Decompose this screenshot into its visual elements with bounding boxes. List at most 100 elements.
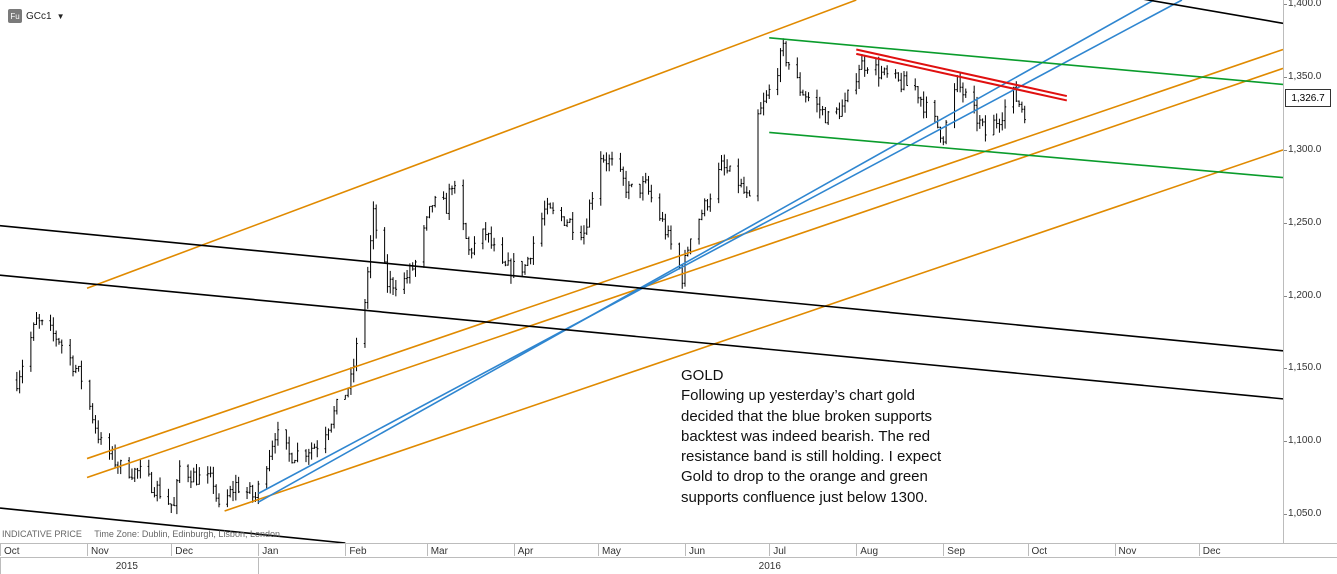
candle: [80, 360, 83, 390]
candle: [824, 106, 827, 124]
candle: [560, 207, 563, 222]
candle: [936, 115, 939, 129]
candle: [313, 443, 316, 449]
candle: [99, 432, 103, 445]
candle: [251, 484, 254, 503]
candle: [405, 269, 409, 284]
candle: [150, 471, 153, 494]
candle: [860, 54, 864, 70]
time-axis[interactable]: Oct Nov Dec Jan Feb Mar Apr May Jun Jul Aug Sep Oct N…: [0, 543, 1337, 574]
instrument-selector[interactable]: Fu GCc1 ▼: [8, 8, 64, 24]
candle: [512, 253, 515, 279]
candle: [229, 485, 232, 498]
candle: [189, 470, 193, 489]
candle: [175, 479, 179, 515]
black-trendline: [0, 507, 346, 543]
candle: [563, 216, 566, 227]
candle: [38, 314, 41, 329]
candle: [855, 73, 858, 95]
candle: [492, 237, 496, 252]
candle: [916, 86, 920, 104]
candle: [68, 338, 72, 366]
candle: [167, 488, 170, 505]
candle: [984, 115, 987, 142]
candle: [324, 426, 327, 454]
candle: [995, 113, 998, 129]
trendlines-group: [0, 0, 1283, 543]
candle: [186, 464, 190, 483]
candle: [661, 211, 664, 222]
candle: [666, 225, 670, 238]
candle: [523, 264, 527, 275]
candle: [602, 154, 605, 163]
annotation-title: GOLD: [681, 367, 724, 384]
last-price-tag: 1,326.7: [1285, 89, 1331, 107]
candle: [307, 448, 311, 465]
candle: [796, 57, 799, 79]
price-axis[interactable]: 1,050.0 1,100.0 1,150.0 1,200.0 1,250.0 1,300…: [1283, 0, 1337, 543]
candle: [815, 89, 819, 113]
candle: [130, 468, 134, 480]
candle: [779, 48, 782, 83]
red-trendline: [856, 48, 1068, 98]
candle: [111, 446, 114, 460]
candle: [97, 420, 100, 444]
candle: [588, 199, 591, 228]
month-tick-mark: [1027, 544, 1029, 556]
price-tick-label: 1,300.0: [1288, 143, 1322, 155]
candle: [762, 92, 765, 116]
month-tick-label: Nov: [1118, 546, 1137, 557]
candle: [1017, 100, 1021, 108]
candle: [464, 222, 468, 239]
candle: [605, 152, 608, 172]
red-trendline: [856, 52, 1068, 102]
candle: [883, 67, 886, 76]
orange-trendline: [224, 149, 1283, 512]
green-trendline: [769, 131, 1283, 179]
candle: [765, 90, 768, 104]
candle: [383, 227, 386, 263]
candle: [745, 186, 748, 198]
month-tick-label: Jun: [689, 546, 706, 557]
candle: [801, 89, 805, 96]
candle: [431, 205, 434, 213]
candle: [214, 484, 218, 502]
month-tick-mark: [769, 544, 771, 556]
candle: [683, 249, 687, 287]
candle: [139, 458, 142, 479]
blue-trendline: [257, 0, 1183, 495]
month-tick-label: Dec: [175, 546, 194, 557]
candle: [529, 257, 532, 265]
candle: [445, 192, 448, 214]
month-tick-mark: [345, 544, 347, 556]
month-tick-label: Dec: [1202, 546, 1221, 557]
price-tick-label: 1,050.0: [1288, 507, 1322, 519]
candle: [756, 109, 760, 202]
candle: [21, 359, 24, 384]
dropdown-caret-icon[interactable]: ▼: [56, 11, 65, 21]
candle: [366, 266, 369, 309]
month-tick-label: Feb: [349, 546, 367, 557]
candle: [709, 193, 712, 212]
candle: [697, 218, 701, 245]
candle: [94, 415, 97, 434]
candle: [543, 200, 546, 226]
candle: [296, 442, 299, 463]
candle: [285, 429, 288, 450]
candle: [386, 254, 389, 293]
month-tick-mark: [685, 544, 686, 556]
month-tick-label: Nov: [91, 546, 109, 557]
price-type-label: INDICATIVE PRICE: [2, 529, 82, 539]
price-tick-label: 1,100.0: [1288, 435, 1322, 447]
candle: [725, 159, 729, 174]
month-tick-mark: [1198, 544, 1200, 556]
candle: [821, 105, 824, 116]
candle: [57, 337, 61, 345]
price-tick-mark: [1284, 149, 1287, 151]
candle: [992, 114, 996, 136]
price-tick-label: 1,250.0: [1288, 216, 1322, 228]
candle: [664, 213, 667, 240]
candle: [172, 496, 176, 507]
chart-plot-area[interactable]: Fu GCc1 ▼ GOLD Following up yesterday’s …: [0, 0, 1283, 543]
orange-trendline: [86, 48, 1283, 460]
